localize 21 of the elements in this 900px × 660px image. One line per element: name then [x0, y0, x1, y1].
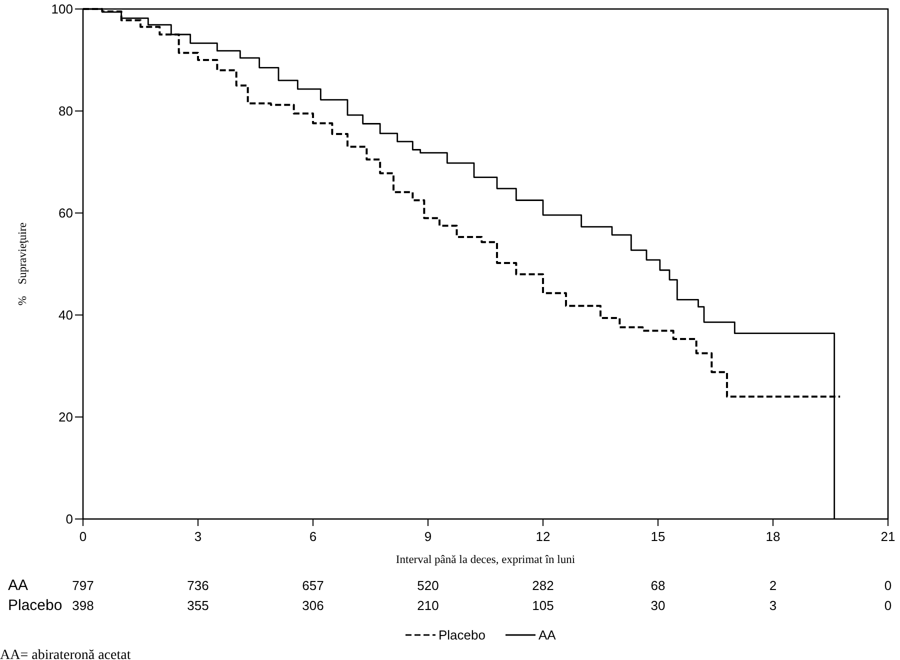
x-tick-label: 18 — [766, 529, 780, 544]
x-tick-label: 3 — [194, 529, 202, 544]
x-tick-label: 6 — [309, 529, 317, 544]
text: AA= abirateronă acetat — [0, 648, 131, 660]
x-tick-label: 15 — [650, 529, 666, 544]
x-tick-label: 9 — [424, 529, 432, 544]
y-tick-label: 40 — [58, 308, 73, 323]
y-tick-label: 0 — [66, 512, 73, 527]
x-tick-label: 0 — [79, 529, 87, 544]
legend-label: AA — [538, 628, 556, 643]
text: AA 797 736 657 520 282 68 2 0 — [8, 577, 892, 594]
x-tick-label: 12 — [536, 529, 550, 544]
y-axis-title: % Supravieţuire — [17, 222, 29, 306]
x-tick-label: 21 — [880, 529, 896, 544]
text: Placebo 398 355 306 210 105 30 3 0 — [8, 597, 892, 614]
y-tick-label: 60 — [58, 206, 73, 221]
y-tick-label: 20 — [58, 410, 73, 425]
y-tick-label: 80 — [58, 104, 73, 119]
y-tick-label: 100 — [51, 2, 73, 17]
legend-label: Placebo — [438, 628, 486, 643]
x-axis-title: Interval până la deces, exprimat în luni — [396, 554, 576, 566]
